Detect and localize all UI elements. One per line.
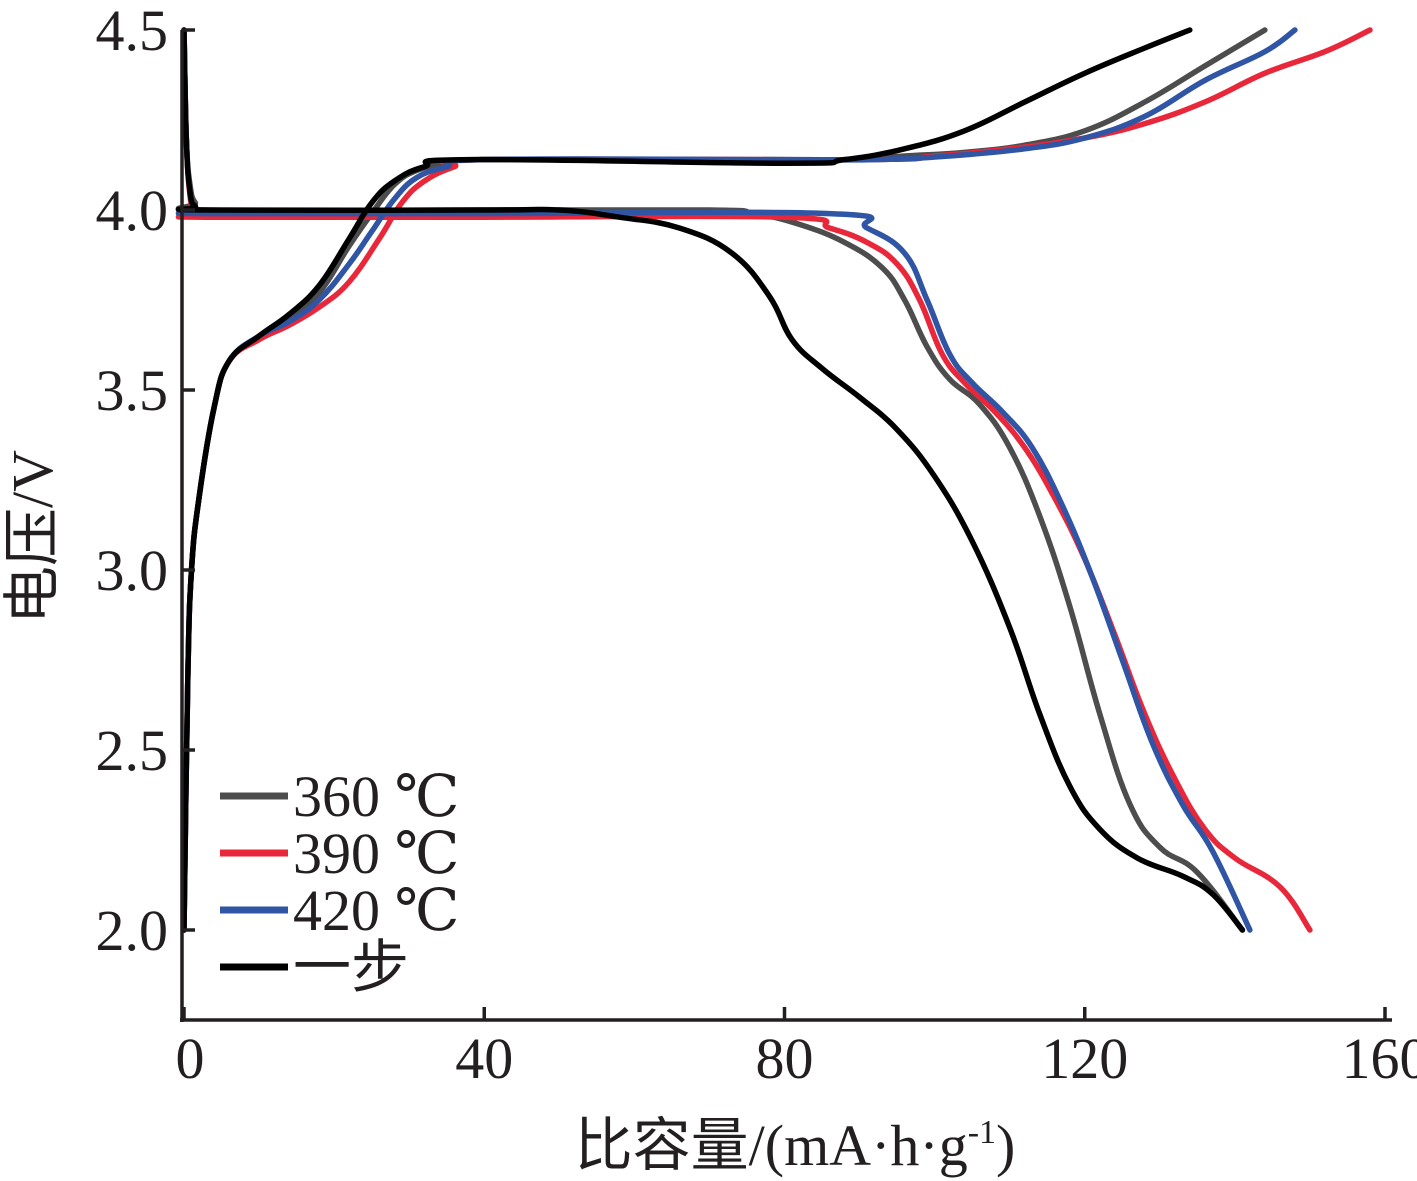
y-tick-label: 3.0 — [96, 538, 169, 603]
x-tick-label: 0 — [176, 1026, 205, 1091]
y-tick-label: 4.0 — [96, 178, 169, 243]
x-axis-title-sup: -1 — [968, 1114, 996, 1151]
ticks: 0 40 80 120 160 2.0 2.5 3.0 3.5 4.0 4.5 — [96, 0, 1417, 1091]
x-tick-label: 80 — [756, 1026, 814, 1091]
x-axis-title-close: ) — [996, 1113, 1015, 1178]
series-2-discharge-line — [175, 27, 1313, 933]
x-axis-title: 比容量/(mA·h·g-1) — [575, 1113, 1016, 1178]
y-tick-label: 4.5 — [96, 0, 169, 63]
x-tick-label: 160 — [1342, 1026, 1417, 1091]
series-4-charge-line — [181, 27, 1193, 933]
x-tick-label: 120 — [1041, 1026, 1128, 1091]
y-axis-title: 电压/V — [0, 450, 65, 624]
y-tick-label: 3.5 — [96, 358, 169, 423]
y-tick-label: 2.5 — [96, 718, 169, 783]
legend-label-3: 420 ℃ — [293, 878, 459, 943]
legend-label-1: 360 ℃ — [293, 764, 459, 829]
legend-label-2: 390 ℃ — [293, 821, 459, 886]
series-3-discharge-line — [175, 27, 1253, 933]
x-tick-label: 40 — [455, 1026, 513, 1091]
legend-label-4: 一步 — [293, 935, 409, 1000]
y-tick-label: 2.0 — [96, 898, 169, 963]
x-axis-title-main: 比容量/(mA·h·g — [575, 1113, 968, 1178]
